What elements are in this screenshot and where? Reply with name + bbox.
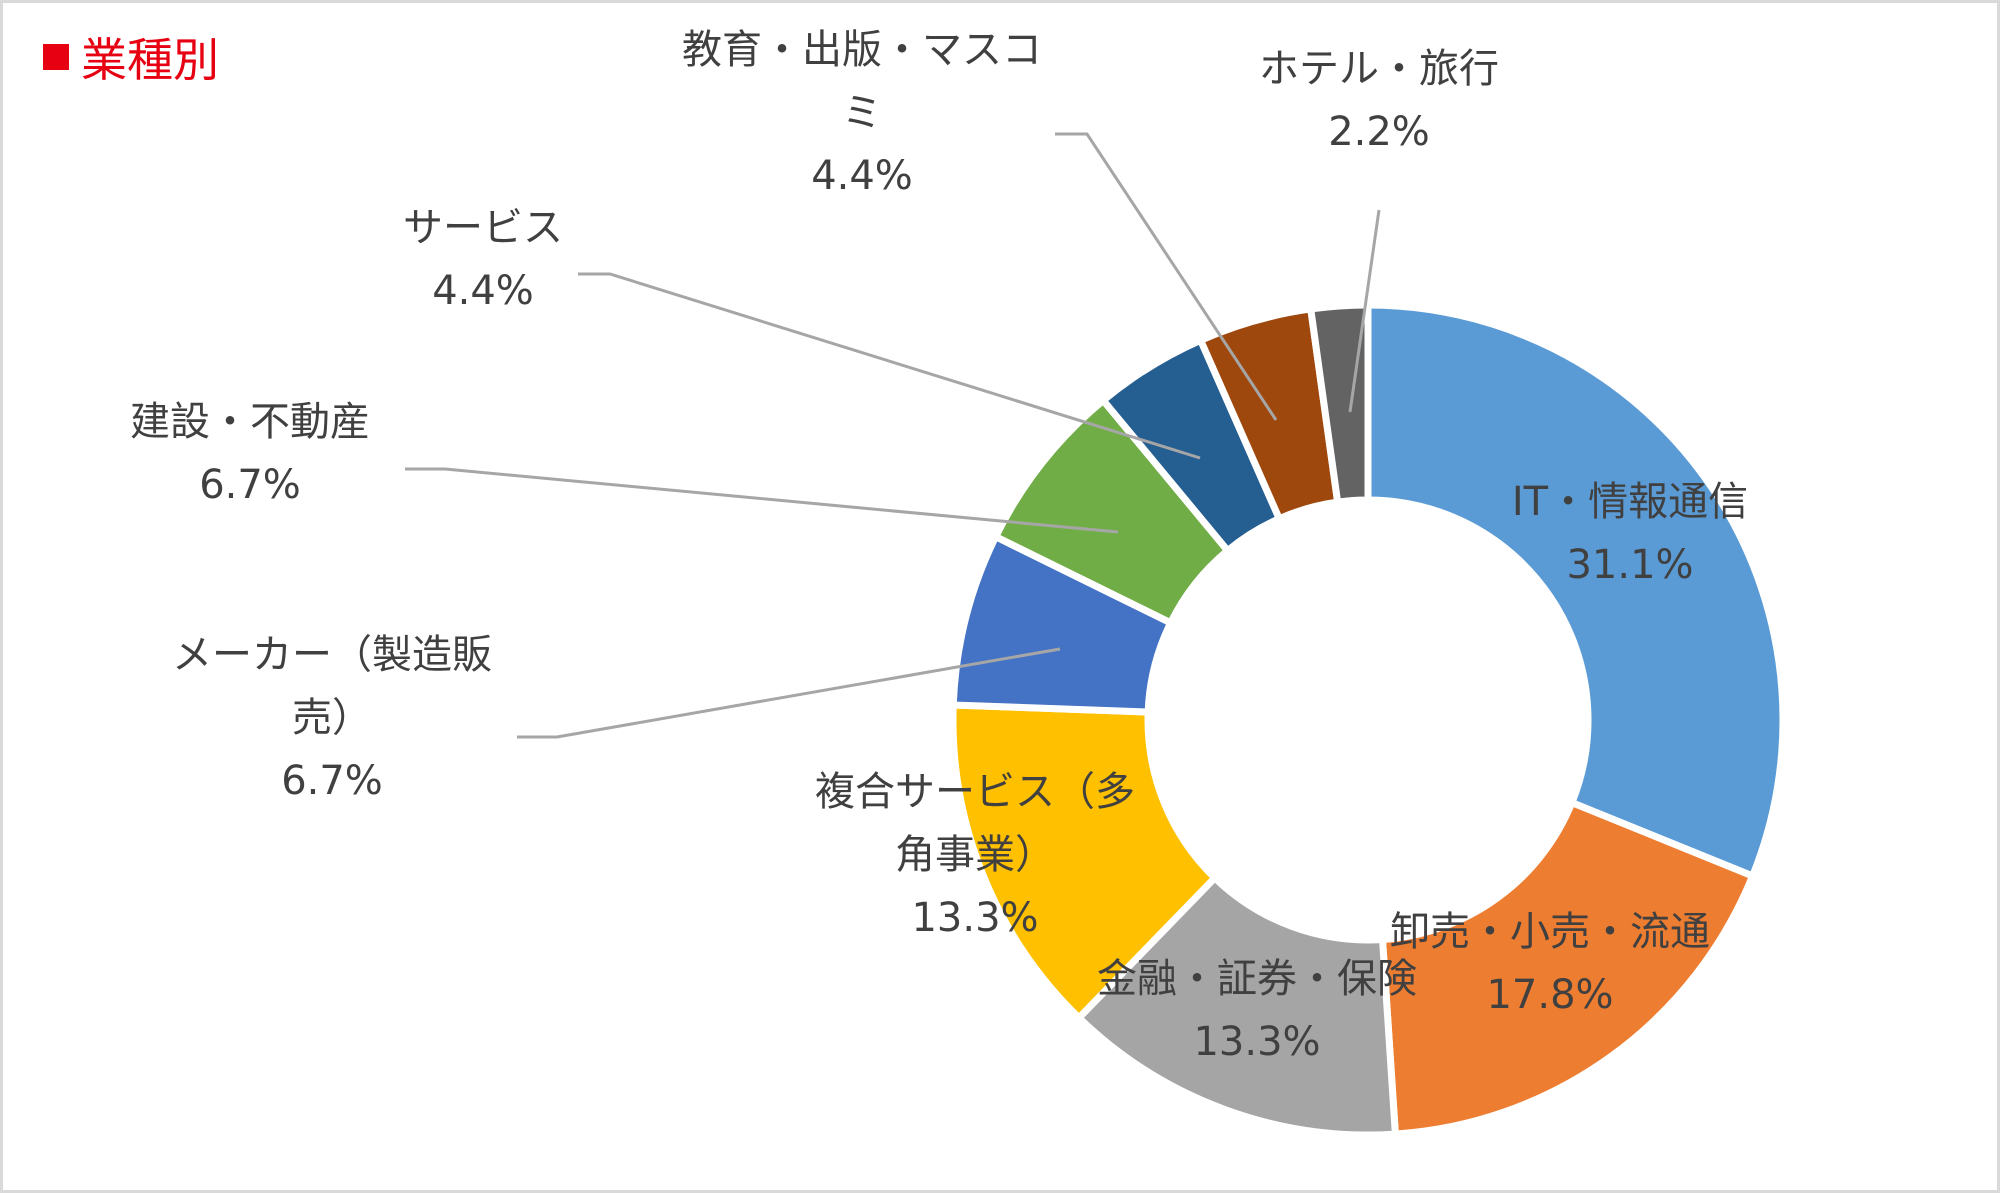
leader-line (1348, 209, 1381, 413)
slice-category-label: メーカー（製造販 (172, 632, 492, 678)
slice-value-label: 13.3% (1193, 1019, 1320, 1065)
slice-category-label: 複合サービス（多 (815, 769, 1135, 815)
slice-value-label: 4.4% (811, 153, 913, 199)
slice-category-label: ミ (842, 90, 882, 136)
pie-slice (949, 701, 1220, 1023)
chart-title: 業種別 (43, 37, 219, 83)
slice-category-label: 金融・証券・保険 (1097, 956, 1417, 1002)
pie-slice (1306, 301, 1372, 507)
leader-line (1055, 132, 1278, 421)
slice-value-label: 4.4% (432, 268, 534, 314)
slice-value-label: 6.7% (281, 758, 383, 804)
leader-line (405, 467, 1119, 534)
slice-value-label: 6.7% (199, 462, 301, 508)
slice-category-label: 角事業） (895, 832, 1055, 878)
slice-value-label: 31.1% (1566, 542, 1693, 588)
slice-category-label: サービス (403, 205, 563, 251)
leader-line (517, 647, 1061, 739)
slice-category-label: 卸売・小売・流通 (1390, 909, 1710, 955)
slice-value-label: 2.2% (1328, 109, 1430, 155)
chart-title-text: 業種別 (81, 33, 219, 87)
slice-value-label: 13.3% (911, 895, 1038, 941)
slice-category-label: ホテル・旅行 (1259, 46, 1499, 92)
title-square-icon (43, 44, 69, 70)
slice-value-label: 17.8% (1486, 972, 1613, 1018)
slice-category-label: IT・情報通信 (1512, 479, 1748, 525)
pie-slice (1074, 872, 1400, 1139)
pie-slice (1378, 798, 1758, 1138)
slice-category-label: 建設・不動産 (130, 399, 370, 445)
pie-slice (1364, 301, 1787, 881)
leader-line (578, 272, 1201, 460)
slice-category-label: 売） (292, 695, 372, 741)
slice-category-label: 教育・出版・マスコ (682, 27, 1042, 73)
